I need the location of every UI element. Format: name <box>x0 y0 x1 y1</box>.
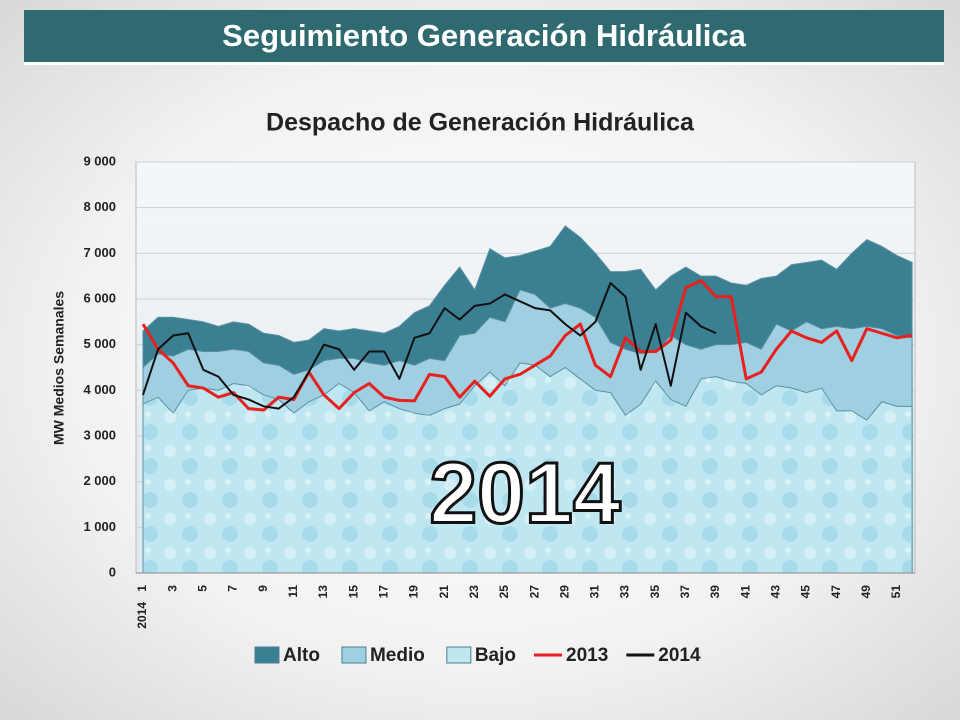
y-tick-label: 1 000 <box>83 519 116 534</box>
legend-label: Alto <box>283 645 320 666</box>
y-tick-label: 2 000 <box>83 473 116 488</box>
x-tick-label: 1 <box>135 585 149 592</box>
title-bar <box>24 10 944 62</box>
line <box>141 279 913 412</box>
annotation: 2014 <box>429 446 620 542</box>
x-tick-label: 33 <box>618 585 632 599</box>
legend-label: Bajo <box>475 645 516 666</box>
x-tick-label: 15 <box>346 585 360 599</box>
y-tick-label: 8 000 <box>83 199 116 214</box>
y-axis-label: MW Medios Semanales <box>51 291 67 445</box>
x-tick-label: 51 <box>889 585 903 599</box>
y-tick-label: 6 000 <box>83 290 116 305</box>
x-tick-label: 21 <box>437 585 451 599</box>
x-tick-label: 39 <box>708 585 722 599</box>
x-tick-label: 37 <box>678 585 692 599</box>
x-tick-label: 11 <box>286 585 300 598</box>
x-group-label: 2014 <box>135 602 149 629</box>
slide-title: Seguimiento Generación Hidráulica <box>222 18 746 53</box>
x-tick-label: 41 <box>738 585 752 599</box>
x-tick-label: 19 <box>407 585 421 599</box>
legend-swatch <box>341 646 367 664</box>
x-tick-label: 45 <box>799 585 813 599</box>
legend-label: Medio <box>370 645 425 666</box>
x-tick-label: 43 <box>769 585 783 599</box>
x-tick-label: 31 <box>588 585 602 599</box>
y-tick-label: 4 000 <box>83 382 116 397</box>
x-tick-label: 13 <box>316 585 330 599</box>
x-tick-label: 27 <box>527 585 541 599</box>
x-tick-label: 3 <box>165 585 179 592</box>
legend-label: 2013 <box>566 645 608 666</box>
legend-label: 2014 <box>658 645 701 666</box>
x-tick-label: 9 <box>256 585 270 592</box>
series-layer <box>141 225 913 574</box>
chart-title: Despacho de Generación Hidráulica <box>266 109 695 137</box>
x-tick-label: 17 <box>376 585 390 599</box>
title-rule <box>24 62 944 65</box>
x-tick-label: 23 <box>467 585 481 599</box>
x-tick-label: 25 <box>497 585 511 599</box>
y-tick-label: 5 000 <box>83 336 116 351</box>
x-tick-label: 49 <box>859 585 873 599</box>
legend-swatch <box>446 646 472 664</box>
area-texture <box>143 362 913 573</box>
legend-swatch <box>254 646 280 664</box>
y-tick-label: 9 000 <box>83 153 116 168</box>
y-tick-label: 3 000 <box>83 427 116 442</box>
line <box>142 282 717 410</box>
y-tick-label: 0 <box>109 564 116 579</box>
x-tick-label: 29 <box>557 585 571 599</box>
x-tick-label: 7 <box>226 585 240 592</box>
x-tick-label: 35 <box>648 585 662 599</box>
y-tick-label: 7 000 <box>83 245 116 260</box>
x-tick-label: 5 <box>195 585 209 592</box>
x-tick-label: 47 <box>829 585 843 599</box>
